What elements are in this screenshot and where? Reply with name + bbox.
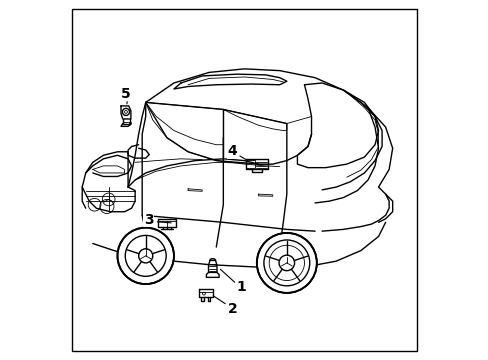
Text: 1: 1 <box>236 280 246 293</box>
Text: 2: 2 <box>227 302 237 316</box>
Circle shape <box>256 233 316 293</box>
Text: 3: 3 <box>143 212 153 226</box>
Text: 4: 4 <box>227 144 237 158</box>
Text: 5: 5 <box>120 86 130 100</box>
Circle shape <box>117 228 174 284</box>
